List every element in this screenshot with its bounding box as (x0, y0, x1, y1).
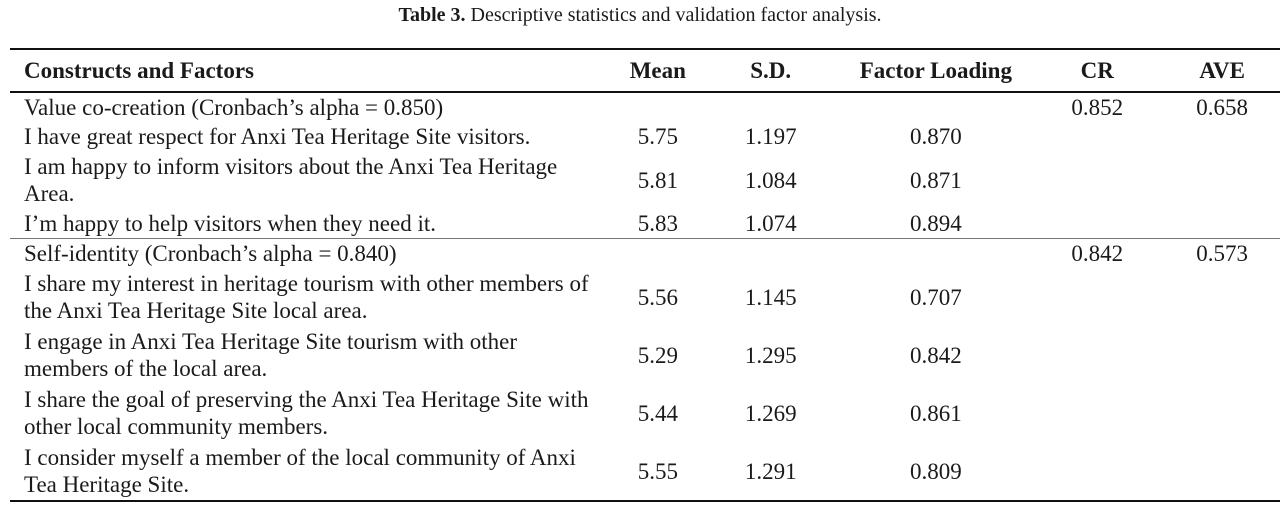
sd-cell: 1.291 (744, 458, 797, 484)
mean-cell (602, 92, 700, 122)
sd-cell: 1.074 (744, 211, 797, 236)
table-title: Descriptive statistics and validation fa… (465, 4, 882, 26)
header-constructs: Constructs and Factors (24, 58, 254, 83)
cr-cell (1030, 326, 1150, 384)
sd-cell: 1.269 (744, 400, 797, 426)
table-number: Table 3. (398, 4, 466, 26)
ave-cell (1150, 209, 1280, 239)
sd-cell: 1.295 (744, 342, 797, 368)
header-mean: Mean (629, 58, 686, 83)
loading-cell: 0.870 (909, 124, 962, 149)
item-text: I share my interest in heritage tourism … (24, 271, 589, 323)
item-text: I share the goal of preserving the Anxi … (24, 387, 589, 439)
group-row-value-co-creation: Value co-creation (Cronbach’s alpha = 0.… (10, 92, 1280, 122)
header-cr: CR (1080, 58, 1114, 83)
item-text: I’m happy to help visitors when they nee… (24, 211, 437, 236)
cr-cell (1030, 209, 1150, 239)
loading-cell: 0.707 (909, 284, 962, 310)
cr-cell: 0.842 (1071, 241, 1124, 266)
mean-cell: 5.44 (637, 400, 678, 426)
mean-cell: 5.56 (637, 284, 678, 310)
mean-cell: 5.29 (637, 342, 678, 368)
ave-cell (1150, 384, 1280, 442)
loading-cell (828, 92, 1031, 122)
loading-cell (828, 239, 1031, 269)
table-caption: Table 3. Descriptive statistics and vali… (0, 2, 1280, 28)
loading-cell: 0.894 (909, 211, 962, 236)
header-ave: AVE (1199, 58, 1245, 83)
group-title: Self-identity (Cronbach’s alpha = 0.840) (24, 241, 397, 266)
loading-cell: 0.809 (909, 458, 962, 484)
cr-cell (1030, 122, 1150, 151)
table-row: I consider myself a member of the local … (10, 442, 1280, 501)
mean-cell: 5.81 (637, 167, 678, 193)
cr-cell (1030, 384, 1150, 442)
loading-cell: 0.861 (909, 400, 962, 426)
header-sd: S.D. (750, 58, 792, 83)
table-row: I share the goal of preserving the Anxi … (10, 384, 1280, 442)
group-title: Value co-creation (Cronbach’s alpha = 0.… (24, 95, 444, 120)
ave-cell (1150, 326, 1280, 384)
table-row: I’m happy to help visitors when they nee… (10, 209, 1280, 239)
ave-cell: 0.658 (1196, 95, 1249, 120)
sd-cell (700, 92, 828, 122)
statistics-table: Constructs and Factors Mean S.D. Factor … (10, 48, 1280, 502)
mean-cell (602, 239, 700, 269)
ave-cell: 0.573 (1196, 241, 1249, 266)
group-row-self-identity: Self-identity (Cronbach’s alpha = 0.840)… (10, 238, 1280, 269)
ave-cell (1150, 442, 1280, 501)
cr-cell (1030, 151, 1150, 209)
cr-cell (1030, 442, 1150, 501)
sd-cell (700, 239, 828, 269)
sd-cell: 1.197 (744, 124, 797, 149)
cr-cell (1030, 268, 1150, 326)
item-text: I am happy to inform visitors about the … (24, 154, 558, 206)
item-text: I engage in Anxi Tea Heritage Site touri… (24, 329, 517, 381)
item-text: I consider myself a member of the local … (24, 445, 576, 497)
item-text: I have great respect for Anxi Tea Herita… (24, 124, 531, 149)
loading-cell: 0.842 (909, 342, 962, 368)
mean-cell: 5.75 (637, 124, 678, 149)
table-row: I share my interest in heritage tourism … (10, 268, 1280, 326)
ave-cell (1150, 122, 1280, 151)
sd-cell: 1.084 (744, 167, 797, 193)
ave-cell (1150, 151, 1280, 209)
cr-cell: 0.852 (1071, 95, 1124, 120)
sd-cell: 1.145 (744, 284, 797, 310)
loading-cell: 0.871 (909, 167, 962, 193)
mean-cell: 5.83 (637, 211, 678, 236)
table-row: I am happy to inform visitors about the … (10, 151, 1280, 209)
table-row: I have great respect for Anxi Tea Herita… (10, 122, 1280, 151)
ave-cell (1150, 268, 1280, 326)
header-row: Constructs and Factors Mean S.D. Factor … (10, 49, 1280, 92)
table-row: I engage in Anxi Tea Heritage Site touri… (10, 326, 1280, 384)
header-factor-loading: Factor Loading (859, 58, 1012, 83)
mean-cell: 5.55 (637, 458, 678, 484)
